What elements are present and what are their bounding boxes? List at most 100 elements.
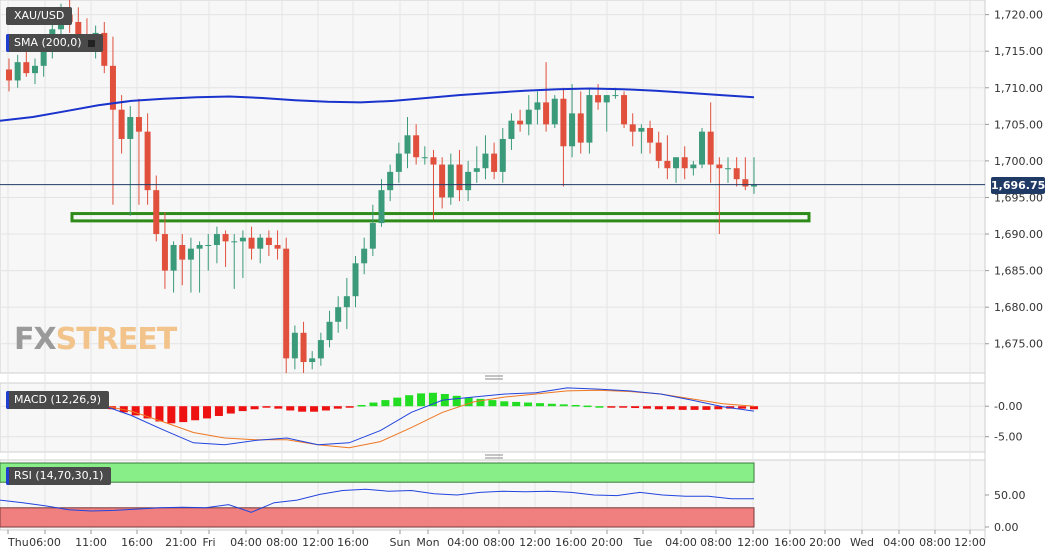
- price-panel: [0, 0, 986, 374]
- rsi-legend[interactable]: RSI (14,70,30,1): [6, 467, 112, 485]
- logo-part-fx: FX: [14, 322, 57, 357]
- candle-up: [361, 248, 368, 264]
- candle-up: [317, 340, 324, 359]
- macd-histogram-bar: [476, 398, 485, 407]
- time-tick-label: 16:00: [555, 536, 587, 549]
- candle-up: [395, 153, 402, 172]
- time-tick-label: Thu: [7, 536, 29, 549]
- candle-down: [274, 245, 281, 249]
- price-tick-label: 1,710.00: [994, 82, 1043, 95]
- time-tick-label: 16:00: [774, 536, 806, 549]
- sma-legend[interactable]: SMA (200,0): [6, 34, 103, 52]
- candle-up: [525, 109, 532, 125]
- candle-up: [352, 263, 359, 297]
- time-tick-label: 04:00: [883, 536, 915, 549]
- macd-legend-text: MACD (12,26,9): [14, 393, 102, 406]
- candle-down: [413, 135, 420, 158]
- candle-down: [118, 109, 125, 139]
- candle-up: [231, 241, 238, 243]
- candle-down: [716, 164, 723, 169]
- candle-up: [499, 138, 506, 172]
- macd-histogram-bar: [488, 400, 497, 407]
- macd-histogram-bar: [524, 402, 533, 407]
- candle-down: [135, 117, 142, 132]
- candle-down: [23, 62, 30, 74]
- candle-down: [491, 153, 498, 172]
- candle-up: [14, 62, 21, 81]
- macd-histogram-bar: [238, 406, 247, 412]
- time-tick-label: 16:00: [121, 536, 153, 549]
- candle-down: [456, 164, 463, 191]
- candle-down: [283, 248, 290, 359]
- candle-down: [707, 131, 714, 165]
- candle-up: [465, 171, 472, 191]
- candle-down: [742, 179, 749, 187]
- candle-up: [187, 248, 194, 260]
- logo-part-street: STREET: [55, 322, 178, 357]
- candle-up: [378, 190, 385, 224]
- macd-histogram-bar: [214, 406, 223, 416]
- time-tick-label: Fri: [202, 536, 215, 549]
- candle-down: [6, 69, 12, 81]
- candle-up: [369, 223, 376, 249]
- time-tick-label: 08:00: [919, 536, 951, 549]
- macd-tick-label: -5.00: [994, 431, 1022, 444]
- candle-up: [387, 171, 394, 191]
- candle-up: [586, 95, 593, 143]
- macd-histogram-bar: [143, 406, 152, 419]
- macd-histogram-bar: [167, 406, 176, 424]
- macd-histogram-bar: [298, 406, 307, 412]
- macd-histogram-bar: [690, 406, 699, 410]
- macd-histogram-bar: [642, 406, 651, 409]
- candle-up: [638, 127, 645, 132]
- candle-up: [569, 113, 576, 147]
- support-zone-rectangle: [70, 212, 811, 223]
- candle-down: [179, 245, 186, 260]
- candle-down: [101, 32, 108, 66]
- macd-histogram-bar: [310, 406, 319, 412]
- candle-up: [673, 157, 680, 169]
- candle-down: [248, 237, 255, 249]
- price-tick-label: 1,705.00: [994, 118, 1043, 131]
- candle-up: [239, 237, 246, 242]
- candle-down: [647, 127, 654, 143]
- time-tick-label: 08:00: [266, 536, 298, 549]
- time-tick-label: 04:00: [447, 536, 479, 549]
- price-tick-label: 1,715.00: [994, 45, 1043, 58]
- candle-up: [196, 245, 203, 249]
- macd-histogram-bar: [583, 405, 592, 408]
- candle-up: [447, 164, 454, 198]
- macd-histogram-bar: [131, 406, 140, 416]
- time-tick-label: 20:00: [591, 536, 623, 549]
- candle-up: [473, 168, 480, 172]
- rsi-overbought-band: [0, 462, 755, 483]
- time-tick-label: 04:00: [230, 536, 262, 549]
- macd-legend[interactable]: MACD (12,26,9): [6, 391, 110, 409]
- macd-histogram-bar: [512, 401, 521, 407]
- candle-up: [213, 234, 220, 246]
- close-icon[interactable]: [87, 39, 95, 47]
- candle-down: [439, 164, 446, 198]
- instrument-label-text: XAU/USD: [14, 9, 65, 22]
- time-tick-label: Wed: [850, 536, 874, 549]
- candle-up: [257, 237, 264, 249]
- time-tick-label: 12:00: [519, 536, 551, 549]
- candle-up: [170, 245, 177, 271]
- macd-histogram-bar: [535, 403, 544, 407]
- macd-histogram-bar: [738, 406, 747, 409]
- candle-up: [335, 307, 342, 322]
- time-tick-label: Sun: [390, 536, 411, 549]
- macd-histogram-bar: [714, 406, 723, 410]
- time-tick-label: 08:00: [700, 536, 732, 549]
- candle-up: [534, 102, 541, 110]
- macd-histogram-bar: [428, 392, 437, 407]
- candle-up: [40, 47, 47, 66]
- macd-histogram-bar: [607, 406, 616, 408]
- candle-down: [161, 234, 168, 271]
- candle-down: [681, 157, 688, 169]
- macd-histogram-bar: [464, 397, 473, 407]
- time-tick-label: 20:00: [809, 536, 841, 549]
- candle-up: [343, 296, 350, 308]
- time-tick-label: 21:00: [165, 536, 197, 549]
- candle-up: [751, 184, 757, 187]
